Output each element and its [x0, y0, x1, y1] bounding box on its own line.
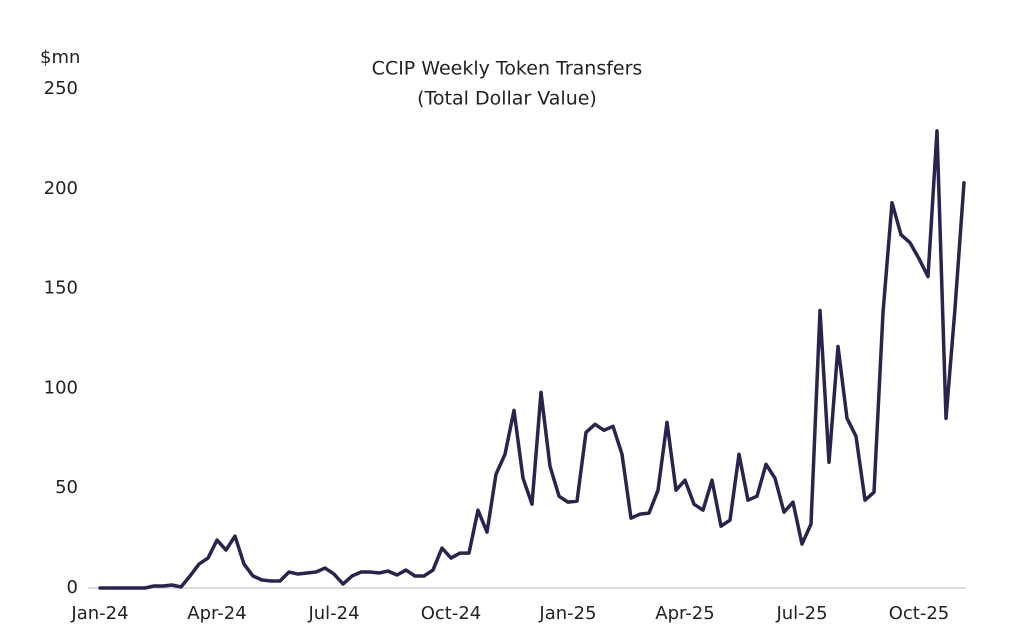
y-tick-label: 150 [44, 278, 78, 299]
chart-subtitle: (Total Dollar Value) [417, 88, 597, 110]
y-tick-label: 250 [44, 78, 78, 99]
y-tick-label: 50 [55, 477, 78, 498]
x-tick-label: Jul-25 [775, 603, 827, 624]
x-tick-label: Apr-24 [187, 603, 246, 624]
x-tick-label: Jan-24 [70, 603, 128, 624]
x-tick-label: Oct-25 [889, 603, 950, 624]
data-line [98, 129, 966, 590]
chart-title: CCIP Weekly Token Transfers [372, 58, 643, 80]
y-tick-label: 100 [44, 377, 78, 398]
x-tick-label: Oct-24 [421, 603, 482, 624]
y-tick-label: 0 [67, 577, 78, 598]
y-axis-label: $mn [40, 47, 80, 68]
x-tick-label: Apr-25 [655, 603, 714, 624]
x-tick-label: Jan-25 [538, 603, 596, 624]
x-tick-label: Jul-24 [307, 603, 359, 624]
y-tick-label: 200 [44, 178, 78, 199]
